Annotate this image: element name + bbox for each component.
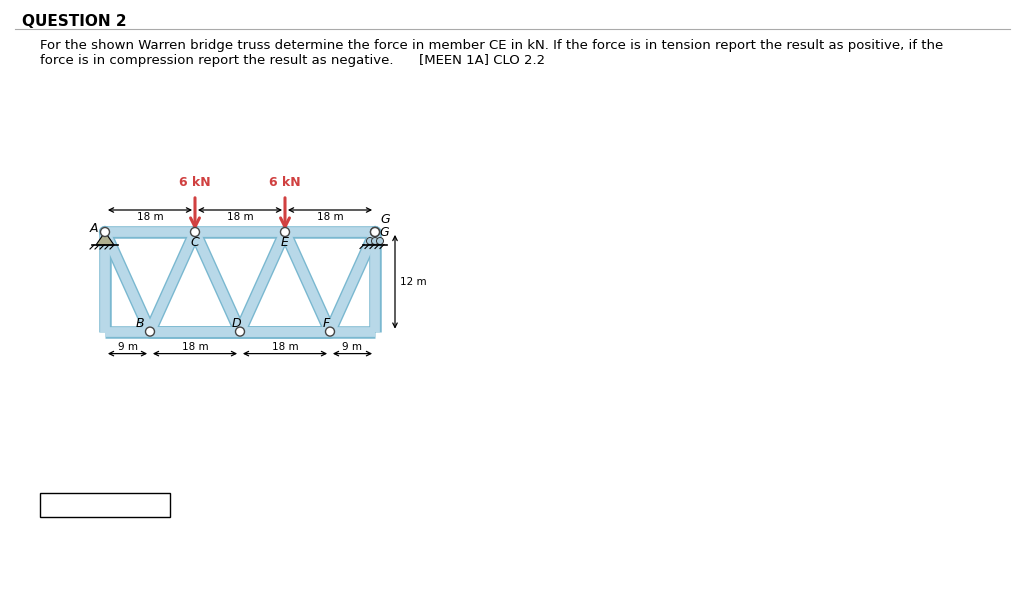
Text: 18 m: 18 m (316, 212, 343, 222)
Text: G: G (380, 213, 390, 226)
Text: 18 m: 18 m (271, 342, 298, 352)
Text: force is in compression report the result as negative.      [MEEN 1A] CLO 2.2: force is in compression report the resul… (40, 54, 545, 67)
Circle shape (281, 227, 290, 236)
Text: 6 kN: 6 kN (269, 176, 301, 189)
Circle shape (372, 237, 379, 244)
Text: B: B (136, 317, 144, 330)
Circle shape (377, 237, 384, 244)
Circle shape (326, 327, 335, 336)
Text: 9 m: 9 m (118, 342, 137, 352)
Circle shape (145, 327, 155, 336)
Text: 12 m: 12 m (400, 277, 427, 287)
Text: 9 m: 9 m (342, 342, 362, 352)
Text: 6 kN: 6 kN (179, 176, 211, 189)
Text: E: E (281, 236, 289, 249)
Circle shape (236, 327, 245, 336)
Text: D: D (231, 317, 241, 330)
Text: 18 m: 18 m (181, 342, 208, 352)
Text: F: F (323, 317, 330, 330)
Text: 18 m: 18 m (136, 212, 163, 222)
Circle shape (371, 227, 380, 236)
Circle shape (367, 237, 374, 244)
FancyBboxPatch shape (40, 493, 170, 517)
Circle shape (100, 227, 110, 236)
Text: A: A (90, 223, 98, 236)
Polygon shape (96, 232, 114, 245)
Text: C: C (190, 236, 200, 249)
Text: For the shown Warren bridge truss determine the force in member CE in kN. If the: For the shown Warren bridge truss determ… (40, 39, 943, 52)
Text: QUESTION 2: QUESTION 2 (22, 14, 127, 29)
Text: 18 m: 18 m (226, 212, 253, 222)
Circle shape (371, 227, 380, 236)
Text: G: G (379, 226, 389, 239)
Circle shape (190, 227, 200, 236)
